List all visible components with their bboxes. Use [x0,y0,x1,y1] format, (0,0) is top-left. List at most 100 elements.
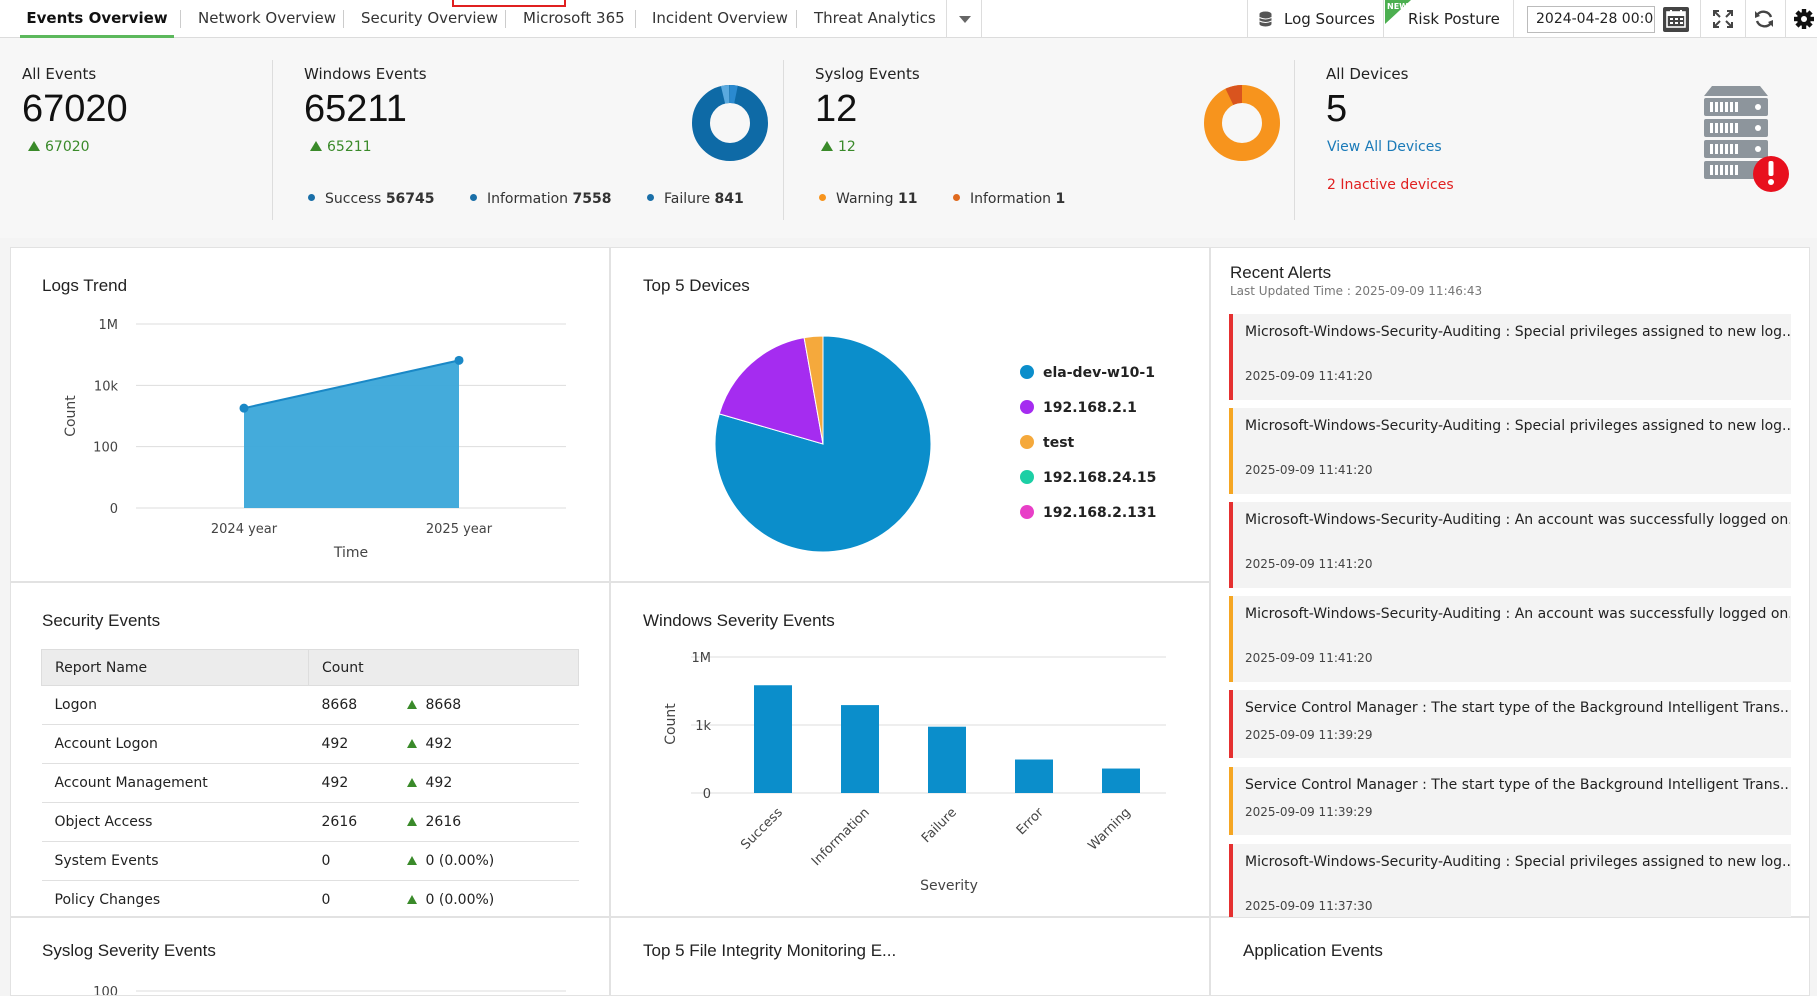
windows-events-label: Windows Events [304,65,427,83]
tab-microsoft-365[interactable]: Microsoft 365 [523,9,625,27]
windows-events-delta-value: 65211 [327,139,372,155]
table-row[interactable]: System Events 0 0 (0.00%) [41,841,579,881]
legend-marker [1020,470,1034,484]
refresh-icon[interactable] [1752,8,1776,30]
chevron-down-icon [959,16,971,23]
tab-network-overview[interactable]: Network Overview [198,9,337,27]
alert-item[interactable]: Microsoft-Windows-Security-Auditing : An… [1229,502,1791,588]
tab-threat-analytics[interactable]: Threat Analytics [814,9,936,27]
table-row[interactable]: Account Management 492 492 [41,763,579,803]
alert-message: Microsoft-Windows-Security-Auditing : Sp… [1245,418,1790,434]
alert-item[interactable]: Microsoft-Windows-Security-Auditing : Sp… [1229,408,1791,494]
logs-trend-chart[interactable]: 0 100 10k 1M 2024 year 2025 year Time Count [11,248,611,583]
fullscreen-icon[interactable] [1711,8,1735,30]
legend-syslog-information[interactable]: Information 1 [953,191,1065,207]
syslog-events-label: Syslog Events [815,65,920,83]
alert-message: Service Control Manager : The start type… [1245,777,1790,793]
legend-dot [470,194,477,201]
inactive-devices-link[interactable]: 2 Inactive devices [1327,177,1454,193]
table-row[interactable]: Policy Changes 0 0 (0.00%) [41,880,579,916]
report-name-cell[interactable]: Account Logon [41,724,309,764]
tab-separator [635,10,636,28]
calendar-icon[interactable] [1663,7,1689,32]
view-all-devices-link[interactable]: View All Devices [1327,139,1442,155]
more-tabs-dropdown[interactable] [946,0,982,38]
security-events-panel: Security Events Report Name Count Logon … [10,582,610,917]
delta-value: 0 (0.00%) [425,892,495,908]
legend-label: Warning [836,191,894,207]
alert-time: 2025-09-09 11:41:20 [1245,369,1373,383]
top5-devices-chart[interactable]: ela-dev-w10-1 192.168.2.1 test 192.168.24.1… [611,248,1211,583]
legend-value: 11 [898,191,918,207]
syslog-events-donut[interactable] [1202,83,1282,163]
all-events-value[interactable]: 67020 [22,88,128,130]
y-tick-label: 100 [93,441,118,456]
legend-label: 192.168.2.1 [1043,400,1137,416]
column-header-report-name[interactable]: Report Name [41,649,309,686]
windows-events-value[interactable]: 65211 [304,88,407,130]
legend-value: 7558 [572,191,612,207]
bar [1102,768,1140,793]
y-tick-label: 10k [94,379,119,394]
alert-time: 2025-09-09 11:41:20 [1245,651,1373,665]
windows-severity-chart[interactable]: 0 1k 1M Success Information Failure Error Warni… [611,583,1211,918]
alert-item[interactable]: Service Control Manager : The start type… [1229,690,1791,758]
alert-message: Service Control Manager : The start type… [1245,700,1790,716]
alert-time: 2025-09-09 11:41:20 [1245,557,1373,571]
alert-item[interactable]: Microsoft-Windows-Security-Auditing : Sp… [1229,314,1791,400]
security-events-title: Security Events [42,611,161,630]
legend-success[interactable]: Success 56745 [308,191,435,207]
legend-label: Failure [664,191,711,207]
count-cell: 2616 [308,802,394,842]
tab-security-overview[interactable]: Security Overview [361,9,498,27]
syslog-events-value[interactable]: 12 [815,88,858,130]
report-name-cell[interactable]: Policy Changes [41,880,309,916]
y-axis-label: Count [63,395,79,437]
table-row[interactable]: Object Access 2616 2616 [41,802,579,842]
logs-trend-title: Logs Trend [42,276,128,295]
syslog-events-delta-value: 12 [838,139,856,155]
trend-up-icon [310,141,322,151]
report-name-cell[interactable]: Object Access [41,802,309,842]
gear-icon[interactable] [1792,8,1816,30]
y-tick-label: 1k [695,719,711,734]
tab-events-overview[interactable]: Events Overview [20,0,174,38]
windows-events-donut[interactable] [690,83,770,163]
top5-devices-panel: Top 5 Devices ela-dev-w10-1 192.168.2.1 te… [610,247,1210,582]
delta-cell: 492 [393,724,579,764]
all-events-delta: 67020 [28,139,90,155]
stat-divider [783,60,784,220]
risk-posture-link[interactable]: Risk Posture [1408,10,1500,28]
date-range-input[interactable]: 2024-04-28 00:00 [1527,6,1655,33]
table-row[interactable]: Account Logon 492 492 [41,724,579,764]
all-devices-value[interactable]: 5 [1326,88,1348,130]
legend-information[interactable]: Information 7558 [470,191,611,207]
tab-separator [505,10,506,28]
windows-severity-panel: Windows Severity Events 0 1k 1M Success Info… [610,582,1210,917]
syslog-severity-chart[interactable]: 100 [11,918,610,996]
alert-time: 2025-09-09 11:41:20 [1245,463,1373,477]
x-tick-label: Error [1014,805,1047,838]
table-row[interactable]: Logon 8668 8668 [41,685,579,725]
bar [928,726,966,793]
legend-failure[interactable]: Failure 841 [647,191,744,207]
log-sources-link[interactable]: Log Sources [1284,10,1375,28]
y-tick-label: 1M [692,651,712,666]
report-name-cell[interactable]: System Events [41,841,309,881]
stat-divider [1294,60,1295,220]
legend-label: Information [487,191,569,207]
x-tick-label: Success [738,805,786,853]
column-header-count[interactable]: Count [308,649,579,686]
report-name-cell[interactable]: Account Management [41,763,309,803]
line-series [243,359,460,410]
bar [1015,759,1053,793]
report-name-cell[interactable]: Logon [41,685,309,725]
delta-cell: 8668 [393,685,579,725]
alert-item[interactable]: Microsoft-Windows-Security-Auditing : An… [1229,596,1791,682]
alert-item[interactable]: Microsoft-Windows-Security-Auditing : Sp… [1229,844,1791,918]
delta-value: 2616 [425,814,462,830]
alert-item[interactable]: Service Control Manager : The start type… [1229,767,1791,835]
legend-warning[interactable]: Warning 11 [819,191,918,207]
tab-incident-overview[interactable]: Incident Overview [652,9,788,27]
pie-slice [718,337,824,445]
